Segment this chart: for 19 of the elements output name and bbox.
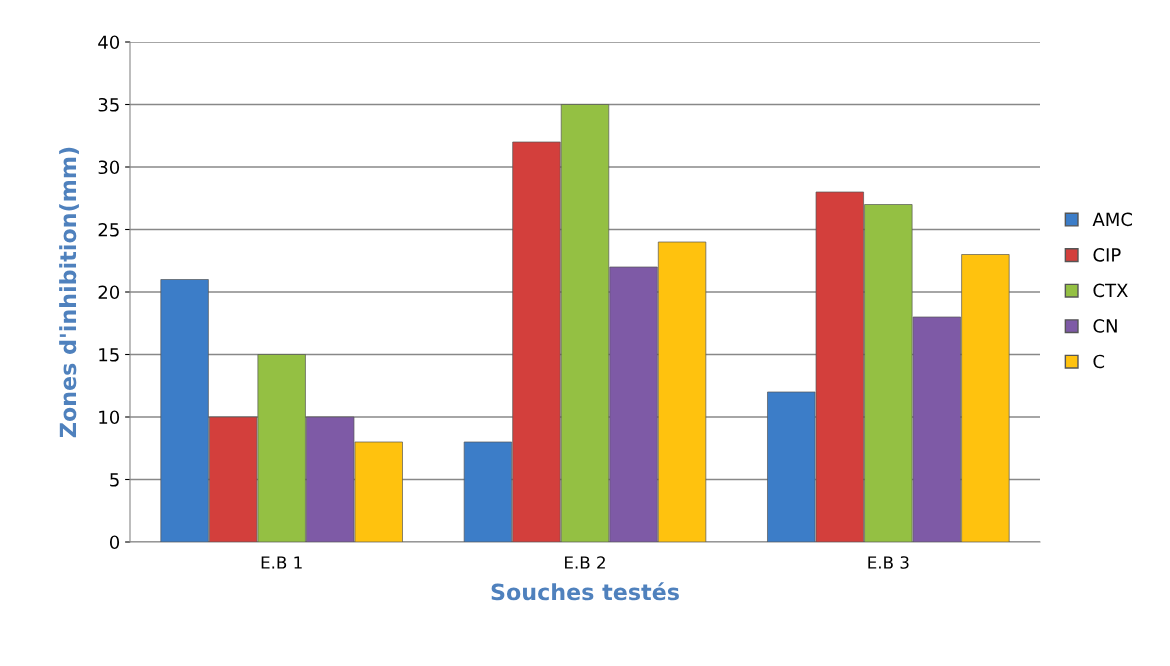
x-axis-title: Souches testés bbox=[491, 582, 679, 601]
y-tick-label: 15 bbox=[99, 348, 119, 362]
legend-label: CTX bbox=[1093, 283, 1128, 298]
y-tick-label: 0 bbox=[109, 535, 120, 550]
legend-label: CIP bbox=[1093, 248, 1121, 262]
x-tick-label: E.B 1 bbox=[261, 556, 302, 569]
y-tick-label: 40 bbox=[98, 35, 120, 50]
x-tick-label: E.B 3 bbox=[868, 556, 909, 569]
legend-label: AMC bbox=[1092, 212, 1132, 227]
legend-label: C bbox=[1093, 354, 1105, 369]
y-tick-label: 30 bbox=[98, 160, 120, 175]
y-tick-label: 5 bbox=[110, 473, 119, 487]
y-tick-label: 20 bbox=[98, 285, 120, 300]
y-tick-label: 35 bbox=[98, 97, 119, 112]
y-axis-title: Zones d'inhibition(mm) bbox=[59, 147, 79, 438]
x-tick-label: E.B 2 bbox=[565, 556, 605, 569]
y-tick-label: 10 bbox=[99, 410, 120, 425]
y-tick-label: 25 bbox=[98, 222, 119, 237]
legend-label: CN bbox=[1093, 319, 1117, 333]
